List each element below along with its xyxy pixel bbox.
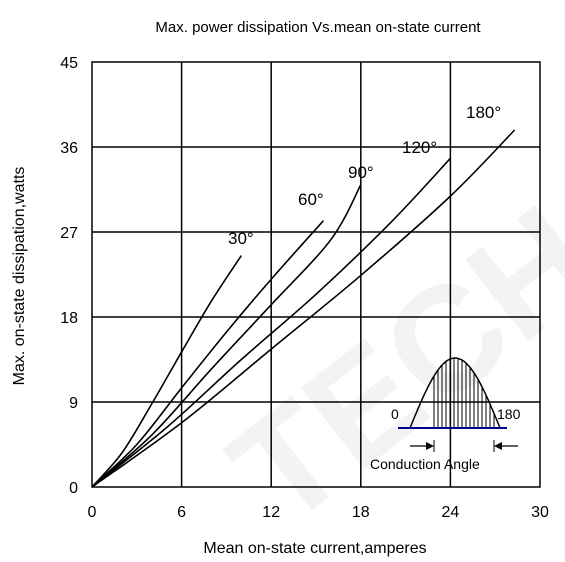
y-tick-label: 27 bbox=[60, 225, 78, 242]
y-tick-label: 18 bbox=[60, 310, 78, 327]
curve-label-60: 60° bbox=[298, 190, 324, 209]
inset-arrowhead-right bbox=[494, 442, 502, 450]
curve-3 bbox=[91, 184, 362, 488]
curve-label-30: 30° bbox=[228, 229, 254, 248]
x-tick-label: 6 bbox=[177, 504, 186, 521]
y-tick-label: 9 bbox=[69, 395, 78, 412]
chart-title: Max. power dissipation Vs.mean on-state … bbox=[155, 19, 481, 36]
curve-4 bbox=[91, 157, 451, 488]
inset-caption: Conduction Angle bbox=[370, 456, 480, 472]
x-tick-label: 18 bbox=[352, 504, 370, 521]
inset-end-label: 180 bbox=[497, 406, 521, 422]
y-tick-label: 45 bbox=[60, 55, 78, 72]
y-tick-label: 0 bbox=[69, 480, 78, 497]
x-tick-label: 0 bbox=[88, 504, 97, 521]
curve-2 bbox=[91, 220, 325, 488]
curve-label-180: 180° bbox=[466, 103, 501, 122]
x-tick-label: 12 bbox=[262, 504, 280, 521]
y-axis-label: Max. on-state dissipation,watts bbox=[11, 167, 28, 386]
x-tick-label: 30 bbox=[531, 504, 549, 521]
curve-label-120: 120° bbox=[402, 138, 437, 157]
inset-waveform bbox=[409, 357, 501, 429]
plot-frame bbox=[91, 61, 541, 488]
x-tick-label: 24 bbox=[442, 504, 460, 521]
curves bbox=[91, 129, 516, 488]
curve-label-90: 90° bbox=[348, 163, 374, 182]
y-tick-label: 36 bbox=[60, 140, 78, 157]
curve-5 bbox=[91, 129, 516, 488]
inset-arrowhead-left bbox=[426, 442, 434, 450]
conduction-angle-inset bbox=[398, 357, 518, 452]
grid bbox=[91, 61, 541, 488]
tick-labels: 0 6 12 18 24 30 0 9 18 27 36 45 bbox=[60, 55, 549, 521]
x-axis-label: Mean on-state current,amperes bbox=[203, 540, 426, 557]
curve-1 bbox=[91, 255, 243, 488]
inset-start-label: 0 bbox=[391, 406, 399, 422]
